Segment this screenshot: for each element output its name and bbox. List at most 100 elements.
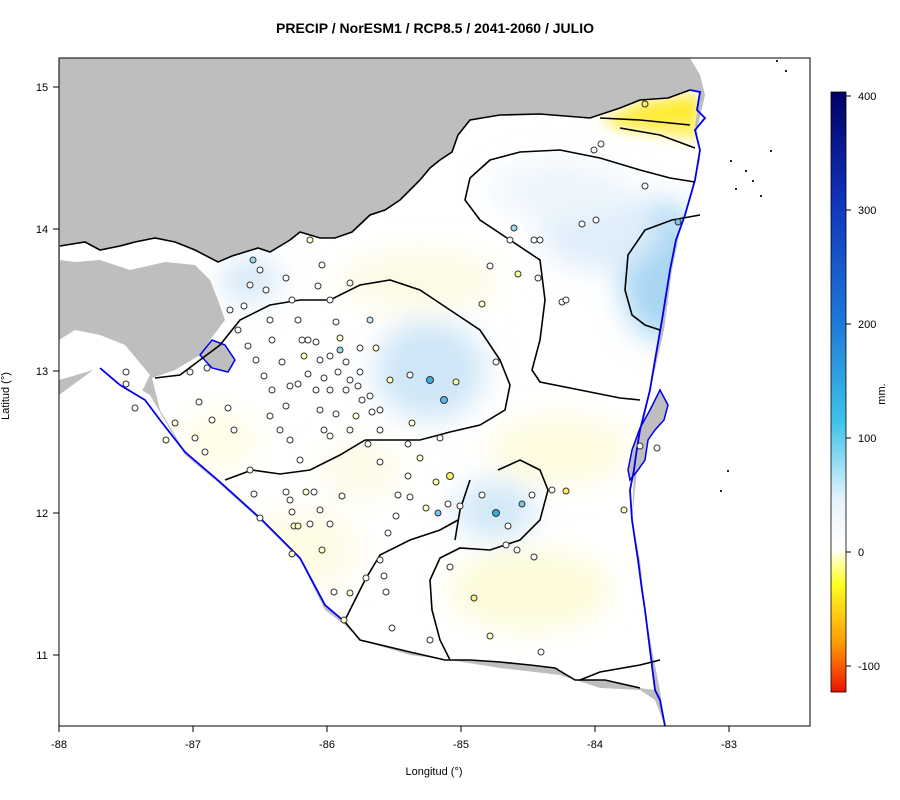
station-point xyxy=(358,396,366,404)
colorbar-tick-label: 200 xyxy=(858,319,876,331)
station-point xyxy=(282,402,290,410)
station-point xyxy=(288,508,296,516)
station-point xyxy=(306,520,314,528)
zero-contours xyxy=(154,117,701,681)
station-point xyxy=(266,412,274,420)
y-tick-label: 14 xyxy=(36,224,48,236)
station-point xyxy=(352,412,360,420)
y-axis xyxy=(53,86,59,656)
station-point xyxy=(366,392,374,400)
station-point xyxy=(534,274,542,282)
station-point xyxy=(537,648,545,656)
station-point xyxy=(452,378,460,386)
station-point xyxy=(422,504,430,512)
station-point xyxy=(388,624,396,632)
station-point xyxy=(376,406,384,414)
station-point xyxy=(240,302,248,310)
station-point xyxy=(256,266,264,274)
station-point xyxy=(282,488,290,496)
station-point xyxy=(492,509,500,517)
station-point xyxy=(326,520,334,528)
station-point xyxy=(376,556,384,564)
y-tick-label: 15 xyxy=(36,82,48,94)
station-point xyxy=(346,426,354,434)
station-point xyxy=(260,372,268,380)
station-point xyxy=(376,458,384,466)
x-axis xyxy=(58,726,730,732)
station-point xyxy=(286,382,294,390)
station-point xyxy=(314,282,322,290)
station-point xyxy=(504,522,512,530)
station-point xyxy=(492,358,500,366)
station-point xyxy=(597,140,605,148)
station-point xyxy=(340,616,348,624)
y-tick-label: 12 xyxy=(36,508,48,520)
station-point xyxy=(446,472,454,480)
station-point xyxy=(262,286,270,294)
station-point xyxy=(342,358,350,366)
station-point xyxy=(330,588,338,596)
station-point xyxy=(394,491,402,499)
station-point xyxy=(312,338,320,346)
station-point xyxy=(382,588,390,596)
station-point xyxy=(332,318,340,326)
station-point xyxy=(326,432,334,440)
lake-managua xyxy=(199,339,236,373)
station-point xyxy=(530,553,538,561)
station-point xyxy=(386,376,394,384)
colorbar-unit-label: mm. xyxy=(876,383,888,405)
station-point xyxy=(636,442,644,450)
station-point xyxy=(224,404,232,412)
station-point xyxy=(294,522,302,530)
station-point xyxy=(226,306,234,314)
x-tick-label: -85 xyxy=(453,739,469,751)
station-point xyxy=(513,546,521,554)
station-point xyxy=(528,491,536,499)
station-point xyxy=(230,426,238,434)
station-point xyxy=(366,316,374,324)
station-point xyxy=(131,404,139,412)
station-point xyxy=(641,182,649,190)
station-point xyxy=(502,541,510,549)
costa-rica-border xyxy=(344,621,641,689)
station-point xyxy=(310,488,318,496)
station-point xyxy=(320,426,328,434)
station-point xyxy=(338,492,346,500)
station-point xyxy=(294,316,302,324)
y-tick-label: 11 xyxy=(36,650,47,662)
x-tick-label: -83 xyxy=(721,739,737,751)
colorbar xyxy=(830,91,847,693)
station-point xyxy=(244,342,252,350)
station-point xyxy=(530,236,538,244)
station-point xyxy=(186,368,194,376)
station-point xyxy=(426,636,434,644)
x-axis-label: Longitud (°) xyxy=(405,766,463,778)
station-point xyxy=(506,236,514,244)
station-point xyxy=(312,386,320,394)
x-tick-label: -84 xyxy=(587,739,603,751)
station-point xyxy=(346,376,354,384)
station-point xyxy=(392,512,400,520)
station-point xyxy=(336,346,344,354)
station-point xyxy=(641,100,649,108)
station-point xyxy=(653,444,661,452)
station-point xyxy=(300,352,308,360)
station-point xyxy=(620,506,628,514)
station-point xyxy=(536,236,544,244)
plot-frame xyxy=(58,57,811,727)
station-point xyxy=(326,296,334,304)
station-point xyxy=(478,300,486,308)
colorbar-tick-label: 300 xyxy=(858,205,876,217)
station-point xyxy=(674,218,682,226)
station-point xyxy=(356,344,364,352)
station-point xyxy=(326,352,334,360)
map-panel xyxy=(59,58,810,726)
station-point xyxy=(486,632,494,640)
station-point xyxy=(406,493,414,501)
station-point xyxy=(302,488,310,496)
station-point xyxy=(440,396,448,404)
station-point xyxy=(332,410,340,418)
station-point xyxy=(380,572,388,580)
station-point xyxy=(162,436,170,444)
station-point xyxy=(514,270,522,278)
